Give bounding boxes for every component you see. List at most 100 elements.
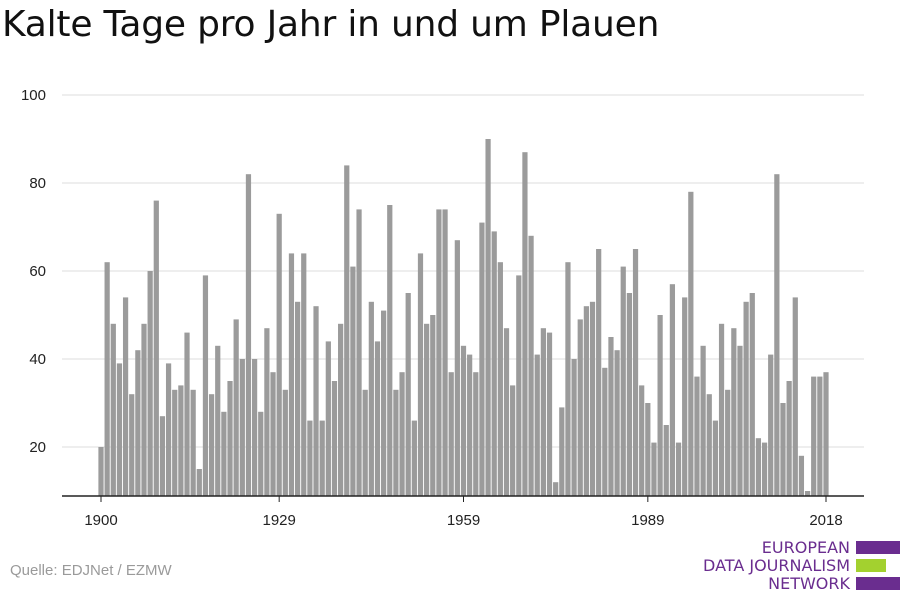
bar [190,389,196,496]
bar [202,275,209,496]
bar [393,389,399,496]
bar [424,323,430,496]
bar [245,174,252,496]
bars [98,139,829,497]
bar [184,332,190,496]
x-tick-label: 1929 [262,512,295,529]
bar [307,420,313,496]
bar [811,376,817,496]
bar [614,350,620,496]
bar-chart: 20 40 60 80 100 1900 1929 1959 1989 2018 [21,87,864,529]
bar [663,425,669,496]
bar [399,372,405,496]
logo-line-2: DATA JOURNALISM [703,556,850,575]
y-tick-label: 40 [29,351,46,368]
x-axis [62,495,864,502]
bar [350,266,356,496]
y-tick-label: 60 [29,263,46,280]
bar [215,345,221,496]
bar [479,222,485,496]
bar [165,363,172,496]
bar [657,315,663,496]
bar [503,328,510,496]
bar [491,231,497,496]
bar [172,389,178,496]
edjnet-logo: EUROPEAN DATA JOURNALISM NETWORK [700,538,900,598]
bar [116,363,123,496]
bar [411,420,417,496]
logo-bar-2 [856,559,886,572]
bar [467,354,473,496]
bar [682,297,688,496]
bar [301,253,307,496]
bar [798,455,805,496]
x-tick-label: 2018 [809,512,842,529]
y-tick-label: 20 [29,439,46,456]
bar [632,249,639,496]
bar [559,407,565,496]
bar [325,341,331,496]
bar [282,389,288,496]
y-tick-label: 80 [29,175,46,192]
bar [553,482,559,496]
bar [780,403,786,496]
bar [516,275,522,496]
bar [331,381,338,496]
bar [651,442,657,496]
bar [768,354,774,496]
bar [405,293,411,496]
bar [731,328,737,496]
bar [122,297,129,496]
bar [104,262,110,496]
y-tick-labels: 20 40 60 80 100 [21,87,46,456]
bar [761,442,768,496]
bar [774,174,780,496]
bar [221,411,227,496]
bar [528,235,534,497]
bar [110,323,116,496]
bar [620,266,626,496]
logo-bar-3 [856,577,900,590]
bar [565,262,571,496]
bar [251,359,258,496]
bar [749,293,755,496]
bar [454,240,460,496]
bar [589,301,596,496]
bar [319,420,325,496]
bar [645,403,651,496]
bar [227,381,233,496]
bar [270,372,276,496]
bar [129,394,135,496]
bar [374,341,381,496]
bar [233,319,239,496]
bar [313,306,319,496]
bar [817,376,823,496]
bar [430,315,436,496]
x-tick-labels: 1900 1929 1959 1989 2018 [84,512,842,529]
bar [510,385,516,496]
bar [743,301,749,496]
bar [356,209,362,496]
y-tick-label: 100 [21,87,46,104]
bar [460,345,467,496]
bar [755,438,762,496]
logo-line-1: EUROPEAN [761,538,850,557]
bar [571,359,577,496]
bar [522,152,528,496]
bar [344,165,350,496]
bar [786,381,792,496]
bar [497,262,503,496]
bar [694,376,700,496]
bar [436,209,442,496]
bar [196,469,202,496]
bar [485,139,491,496]
bar [338,323,344,496]
chart-title: Kalte Tage pro Jahr in und um Plauen [2,4,660,45]
bar [577,319,583,496]
bar [546,332,553,496]
bar [264,328,270,496]
bar [718,323,725,496]
bar [639,385,645,496]
bar [823,372,829,496]
bar [700,345,706,496]
